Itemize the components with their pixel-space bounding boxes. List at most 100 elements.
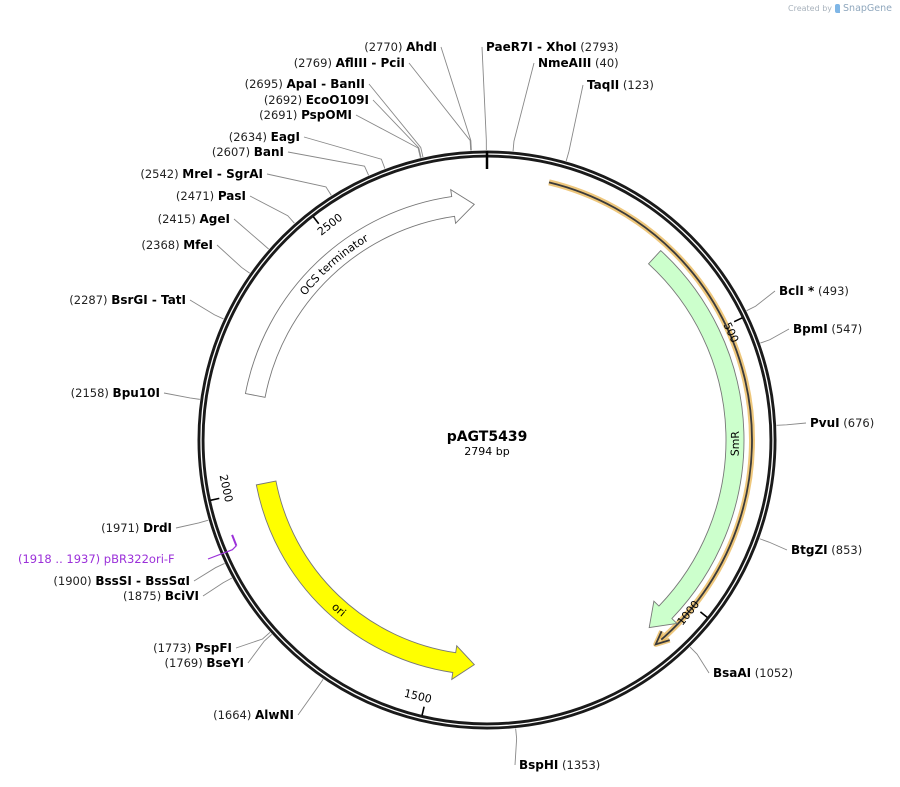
enzyme-position: (2770) <box>364 40 406 54</box>
enzyme-position: (2471) <box>176 189 218 203</box>
enzyme-position: (2158) <box>71 386 113 400</box>
enzyme-site-pasi[interactable]: (2471) PasI <box>176 189 295 224</box>
enzyme-site-bpmi[interactable]: BpmI (547) <box>760 322 862 344</box>
enzyme-name: EcoO109I <box>306 93 369 107</box>
svg-text:(2415) AgeI: (2415) AgeI <box>158 212 230 226</box>
feature-ori[interactable]: ori <box>255 480 476 681</box>
enzyme-site-agei[interactable]: (2415) AgeI <box>158 212 269 250</box>
enzyme-site-pspomi[interactable]: (2691) PspOMI <box>259 108 421 158</box>
enzyme-site-drdi[interactable]: (1971) DrdI <box>101 519 209 535</box>
enzyme-site-pspfi[interactable]: (1773) PspFI <box>153 632 271 655</box>
svg-text:(1875) BciVI: (1875) BciVI <box>123 589 199 603</box>
feature-label: SmR <box>729 431 743 457</box>
enzyme-site-btgzi[interactable]: BtgZI (853) <box>759 538 863 557</box>
enzyme-name: MreI <box>182 167 212 181</box>
enzyme-name: PspOMI <box>301 108 352 122</box>
enzyme-name-secondary: - TatI <box>148 293 186 307</box>
enzyme-site-bcli[interactable]: BclI * (493) <box>746 284 849 312</box>
primers-layer: (1918 .. 1937) pBR322ori-F <box>18 534 238 566</box>
orf-line[interactable] <box>548 179 755 647</box>
enzyme-site-mfei[interactable]: (2368) MfeI <box>141 238 251 274</box>
snapgene-logo-icon <box>835 4 841 13</box>
svg-text:(2542) MreI - SgrAI: (2542) MreI - SgrAI <box>140 167 263 181</box>
enzyme-position: (1664) <box>213 708 255 722</box>
enzyme-site-bpu10i[interactable]: (2158) Bpu10I <box>71 386 200 400</box>
snapgene-credit: Created by SnapGene <box>788 3 892 14</box>
enzyme-site-apai[interactable]: (2695) ApaI - BanII <box>245 77 424 158</box>
enzyme-name: AgeI <box>200 212 230 226</box>
enzyme-name: BanI <box>254 145 284 159</box>
enzyme-name: AlwNI <box>255 708 294 722</box>
enzyme-site-bsphi[interactable]: BspHI (1353) <box>514 728 600 772</box>
plasmid-length: 2794 bp <box>464 445 509 458</box>
enzyme-position: (853) <box>828 543 863 557</box>
svg-text:BclI * (493): BclI * (493) <box>779 284 849 298</box>
enzyme-position: (2415) <box>158 212 200 226</box>
enzyme-position: (547) <box>828 322 863 336</box>
feature-label: OCS terminator <box>297 231 371 298</box>
enzyme-site-paer7i[interactable]: PaeR7I - XhoI (2793) <box>481 40 619 151</box>
enzyme-position: (40) <box>591 56 618 70</box>
enzyme-name: PspFI <box>195 641 232 655</box>
enzyme-site-nmeaiii[interactable]: NmeAIII (40) <box>512 56 619 152</box>
enzyme-site-taqii[interactable]: TaqII (123) <box>565 78 654 162</box>
enzyme-name: DrdI <box>143 521 172 535</box>
enzyme-site-bcivi[interactable]: (1875) BciVI <box>123 577 233 603</box>
enzyme-site-ahdi[interactable]: (2770) AhdI <box>364 40 472 151</box>
enzyme-site-bsssi[interactable]: (1900) BssSI - BssSαI <box>53 563 225 588</box>
svg-text:(1664) AlwNI: (1664) AlwNI <box>213 708 294 722</box>
enzyme-name: PasI <box>218 189 246 203</box>
enzyme-name: Bpu10I <box>113 386 160 400</box>
enzymes-layer: (2770) AhdI(2769) AflIII - PciI (2695) Ap… <box>53 40 874 772</box>
enzyme-name-secondary: - BssSαI <box>132 574 190 588</box>
enzyme-name: BsrGI <box>111 293 148 307</box>
enzyme-site-eagi[interactable]: (2634) EagI <box>229 130 386 169</box>
tick-label: 2500 <box>315 211 345 238</box>
feature-smr[interactable]: SmR <box>647 249 745 629</box>
svg-text:BpmI (547): BpmI (547) <box>793 322 862 336</box>
enzyme-name-secondary: - SgrAI <box>213 167 263 181</box>
enzyme-name: BpmI <box>793 322 828 336</box>
svg-text:(2769) AflIII - PciI: (2769) AflIII - PciI <box>294 56 405 70</box>
enzyme-name: PaeR7I <box>486 40 533 54</box>
enzyme-name: MfeI <box>183 238 213 252</box>
svg-text:PvuI (676): PvuI (676) <box>810 416 874 430</box>
svg-text:(1900) BssSI - BssSαI: (1900) BssSI - BssSαI <box>53 574 190 588</box>
tick-label: 2000 <box>217 473 236 503</box>
enzyme-site-afliii[interactable]: (2769) AflIII - PciI <box>294 56 472 151</box>
enzyme-position: (2368) <box>141 238 183 252</box>
enzyme-name: ApaI <box>286 77 316 91</box>
feature-ocs-terminator[interactable]: OCS terminator <box>244 188 475 398</box>
enzyme-position: (2634) <box>229 130 271 144</box>
enzyme-name-secondary: - XhoI <box>533 40 577 54</box>
svg-text:TaqII (123): TaqII (123) <box>587 78 654 92</box>
enzyme-site-pvui[interactable]: PvuI (676) <box>776 416 875 430</box>
enzyme-site-bseyi[interactable]: (1769) BseYI <box>165 633 273 670</box>
svg-text:BtgZI (853): BtgZI (853) <box>791 543 862 557</box>
enzyme-site-alwni[interactable]: (1664) AlwNI <box>213 679 324 722</box>
enzyme-name: BciVI <box>165 589 199 603</box>
enzyme-position: (123) <box>619 78 654 92</box>
enzyme-site-bsaai[interactable]: BsaAI (1052) <box>689 646 793 680</box>
primer-pbr322ori-f[interactable]: (1918 .. 1937) pBR322ori-F <box>18 534 238 566</box>
svg-text:(1773) PspFI: (1773) PspFI <box>153 641 232 655</box>
credit-prefix: Created by <box>788 4 833 13</box>
svg-text:(2158) Bpu10I: (2158) Bpu10I <box>71 386 160 400</box>
enzyme-name: EagI <box>271 130 300 144</box>
enzyme-site-bani[interactable]: (2607) BanI <box>212 145 370 176</box>
svg-text:NmeAIII (40): NmeAIII (40) <box>538 56 619 70</box>
enzyme-position: (2691) <box>259 108 301 122</box>
plasmid-name: pAGT5439 <box>447 429 528 445</box>
enzyme-position: (1900) <box>53 574 95 588</box>
enzyme-position: (493) <box>814 284 849 298</box>
primer-range: (1918 .. 1937) <box>18 552 104 566</box>
enzyme-name: BclI * <box>779 284 815 298</box>
enzyme-name: NmeAIII <box>538 56 591 70</box>
enzyme-site-mrei[interactable]: (2542) MreI - SgrAI <box>140 167 332 196</box>
enzyme-site-ecoo109i[interactable]: (2692) EcoO109I <box>264 93 422 158</box>
svg-text:(2287) BsrGI - TatI: (2287) BsrGI - TatI <box>69 293 186 307</box>
enzyme-site-bsrgi[interactable]: (2287) BsrGI - TatI <box>69 293 224 320</box>
svg-text:(1769) BseYI: (1769) BseYI <box>165 656 245 670</box>
